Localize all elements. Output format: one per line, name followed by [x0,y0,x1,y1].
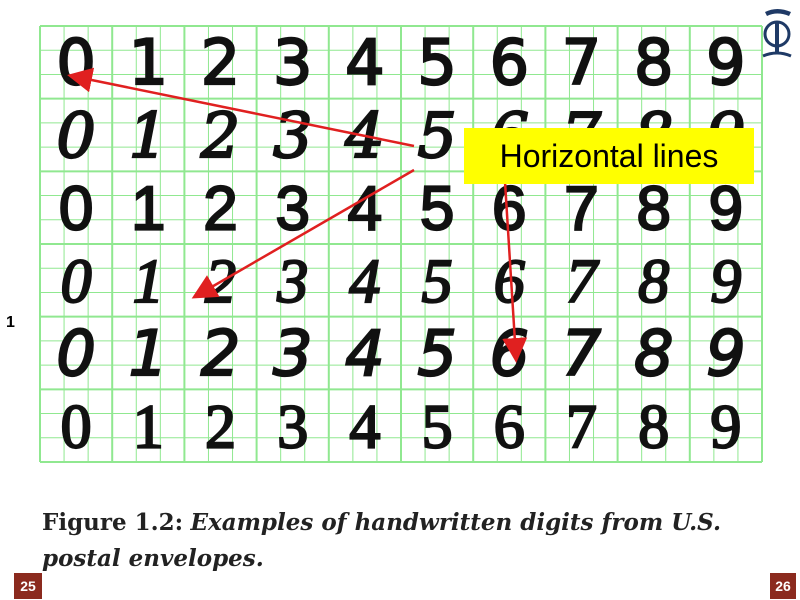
handwritten-digit-2: 2 [201,317,240,390]
handwritten-digit-8: 8 [634,317,673,390]
caption-label: Figure 1.2: [42,509,184,536]
handwritten-digit-3: 3 [273,26,312,99]
handwritten-digit-3: 3 [277,393,308,461]
handwritten-digit-1: 1 [131,174,165,243]
handwritten-digit-4: 4 [349,248,380,316]
handwritten-digit-8: 8 [634,26,673,99]
arrow-to-digit-2 [191,168,415,299]
handwritten-digit-7: 7 [566,248,600,316]
handwritten-digit-9: 9 [706,317,745,390]
handwritten-digit-7: 7 [564,174,598,243]
handwritten-digit-1: 1 [129,317,168,390]
handwritten-digit-5: 5 [417,99,456,172]
arrow-to-digit-6 [502,181,528,363]
callout-label: Horizontal lines [499,137,719,174]
handwritten-digit-5: 5 [422,248,453,316]
handwritten-digit-1: 1 [133,248,164,316]
university-logo-icon [762,9,792,58]
caption-text: Examples of handwritten digits from U.S.… [42,509,721,572]
handwritten-digit-0: 0 [56,26,95,99]
handwritten-digit-0: 0 [59,174,93,243]
handwritten-digit-7: 7 [562,317,601,390]
handwritten-digit-4: 4 [345,26,384,99]
handwritten-digit-0: 0 [61,248,92,316]
handwritten-digit-7: 7 [562,26,601,99]
handwritten-digit-9: 9 [709,174,743,243]
handwritten-digit-6: 6 [490,317,529,390]
handwritten-digit-6: 6 [490,26,529,99]
handwritten-digit-1: 1 [129,99,168,172]
handwritten-digit-9: 9 [710,393,741,461]
handwritten-digit-6: 6 [494,393,525,461]
handwritten-digit-2: 2 [203,174,237,243]
side-number: 1 [6,314,15,331]
handwritten-digit-4: 4 [348,174,382,243]
handwritten-digit-9: 9 [706,26,745,99]
handwritten-digit-0: 0 [56,99,95,172]
handwritten-digit-2: 2 [200,99,240,172]
handwritten-digit-5: 5 [417,317,456,390]
handwritten-digit-3: 3 [273,317,312,390]
handwritten-digit-8: 8 [638,393,669,461]
handwritten-digit-4: 4 [345,317,384,390]
callout-horizontal-lines: Horizontal lines [464,128,754,184]
handwritten-digit-8: 8 [636,174,670,243]
handwritten-digit-3: 3 [275,174,309,243]
handwritten-digit-2: 2 [201,26,240,99]
handwritten-digit-4: 4 [349,393,380,461]
handwritten-digit-8: 8 [638,248,669,316]
arrow-to-digit-0 [67,67,415,148]
handwritten-digit-6: 6 [492,174,526,243]
figure-caption: Figure 1.2: Examples of handwritten digi… [42,505,782,577]
handwritten-digit-1: 1 [133,393,164,461]
handwritten-digit-5: 5 [417,26,456,99]
handwritten-digit-3: 3 [273,99,312,172]
handwritten-digit-5: 5 [420,174,454,243]
handwritten-digit-3: 3 [276,248,308,316]
handwritten-digit-5: 5 [422,393,453,461]
handwritten-digit-2: 2 [205,393,236,461]
handwritten-digit-9: 9 [710,248,741,316]
handwritten-digit-7: 7 [566,393,597,461]
page-number-left: 25 [14,573,42,599]
handwritten-digit-0: 0 [61,393,92,461]
handwritten-digit-0: 0 [56,317,95,390]
page-number-right: 26 [770,573,796,599]
